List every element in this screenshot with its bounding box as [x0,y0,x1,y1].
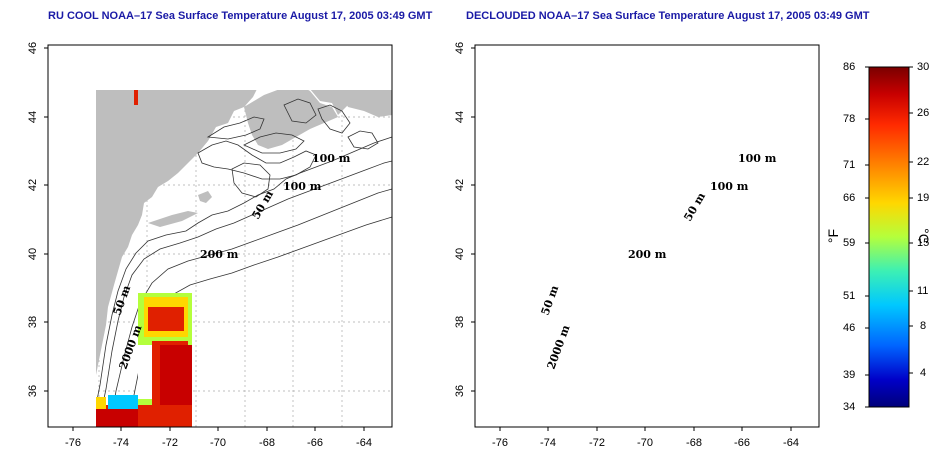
contour-label-right-200: 200 m [628,248,667,261]
cb-c-8: 8 [920,320,927,332]
cb-f-66: 66 [843,192,856,204]
cb-f-78: 78 [843,113,856,125]
left-lat-tick-40: 40 [27,248,39,260]
right-lon-tick-72: -72 [589,437,605,449]
cb-f-46: 46 [843,322,856,334]
left-lon-tick-68: -68 [259,437,275,449]
right-map [474,44,820,428]
cb-c-26: 26 [917,107,930,119]
cb-c-11: 11 [917,285,929,297]
left-lat-axis: 46 44 42 40 38 36 [27,42,48,397]
left-lon-tick-70: -70 [210,437,226,449]
right-lon-tick-66: -66 [734,437,750,449]
left-sst-patches [96,90,192,427]
contour-label-left-200: 200 m [200,248,239,261]
right-lon-tick-68: -68 [686,437,702,449]
right-lon-tick-74: -74 [540,437,556,449]
right-lat-tick-44: 44 [454,111,466,123]
right-lat-axis: 46 44 42 40 38 36 [454,42,475,397]
left-map [47,44,393,428]
right-lat-tick-38: 38 [454,316,466,328]
cb-c-15: 15 [917,237,930,249]
contour-label-left-100a: 100 m [312,152,351,165]
cb-f-59: 59 [843,237,856,249]
left-lat-tick-38: 38 [27,316,39,328]
left-lon-tick-74: -74 [113,437,129,449]
cb-c-4: 4 [920,367,927,379]
cb-c-19: 19 [917,192,930,204]
contour-label-left-100b: 100 m [283,180,322,193]
left-lat-tick-46: 46 [27,42,39,54]
right-lat-tick-36: 36 [454,385,466,397]
left-map-title: RU COOL NOAA–17 Sea Surface Temperature … [48,10,433,22]
right-lon-tick-70: -70 [637,437,653,449]
colorbar [865,66,913,408]
cb-f-34: 34 [843,401,856,413]
right-lat-tick-46: 46 [454,42,466,54]
right-lon-tick-64: -64 [783,437,799,449]
celsius-unit-label: °C [915,228,932,244]
left-lon-tick-72: -72 [162,437,178,449]
left-lon-axis: -76 -74 -72 -70 -68 -66 -64 [65,427,372,449]
right-lat-tick-40: 40 [454,248,466,260]
right-map-title: DECLOUDED NOAA–17 Sea Surface Temperatur… [466,10,870,22]
cb-c-30: 30 [917,61,930,73]
contour-label-right-100a: 100 m [738,152,777,165]
right-lat-tick-42: 42 [454,179,466,191]
left-lon-tick-76: -76 [65,437,81,449]
cb-f-86: 86 [843,61,856,73]
cb-f-39: 39 [843,369,856,381]
left-lat-tick-42: 42 [27,179,39,191]
left-lat-tick-44: 44 [27,111,39,123]
right-lon-tick-76: -76 [492,437,508,449]
right-lon-axis: -76 -74 -72 -70 -68 -66 -64 [492,427,799,449]
contour-label-right-100b: 100 m [710,180,749,193]
cb-c-22: 22 [917,156,930,168]
cb-f-71: 71 [843,159,856,171]
left-lon-tick-66: -66 [307,437,323,449]
cb-f-51: 51 [843,290,856,302]
fahrenheit-unit-label: °F [825,228,842,244]
left-lon-tick-64: -64 [356,437,372,449]
left-lat-tick-36: 36 [27,385,39,397]
